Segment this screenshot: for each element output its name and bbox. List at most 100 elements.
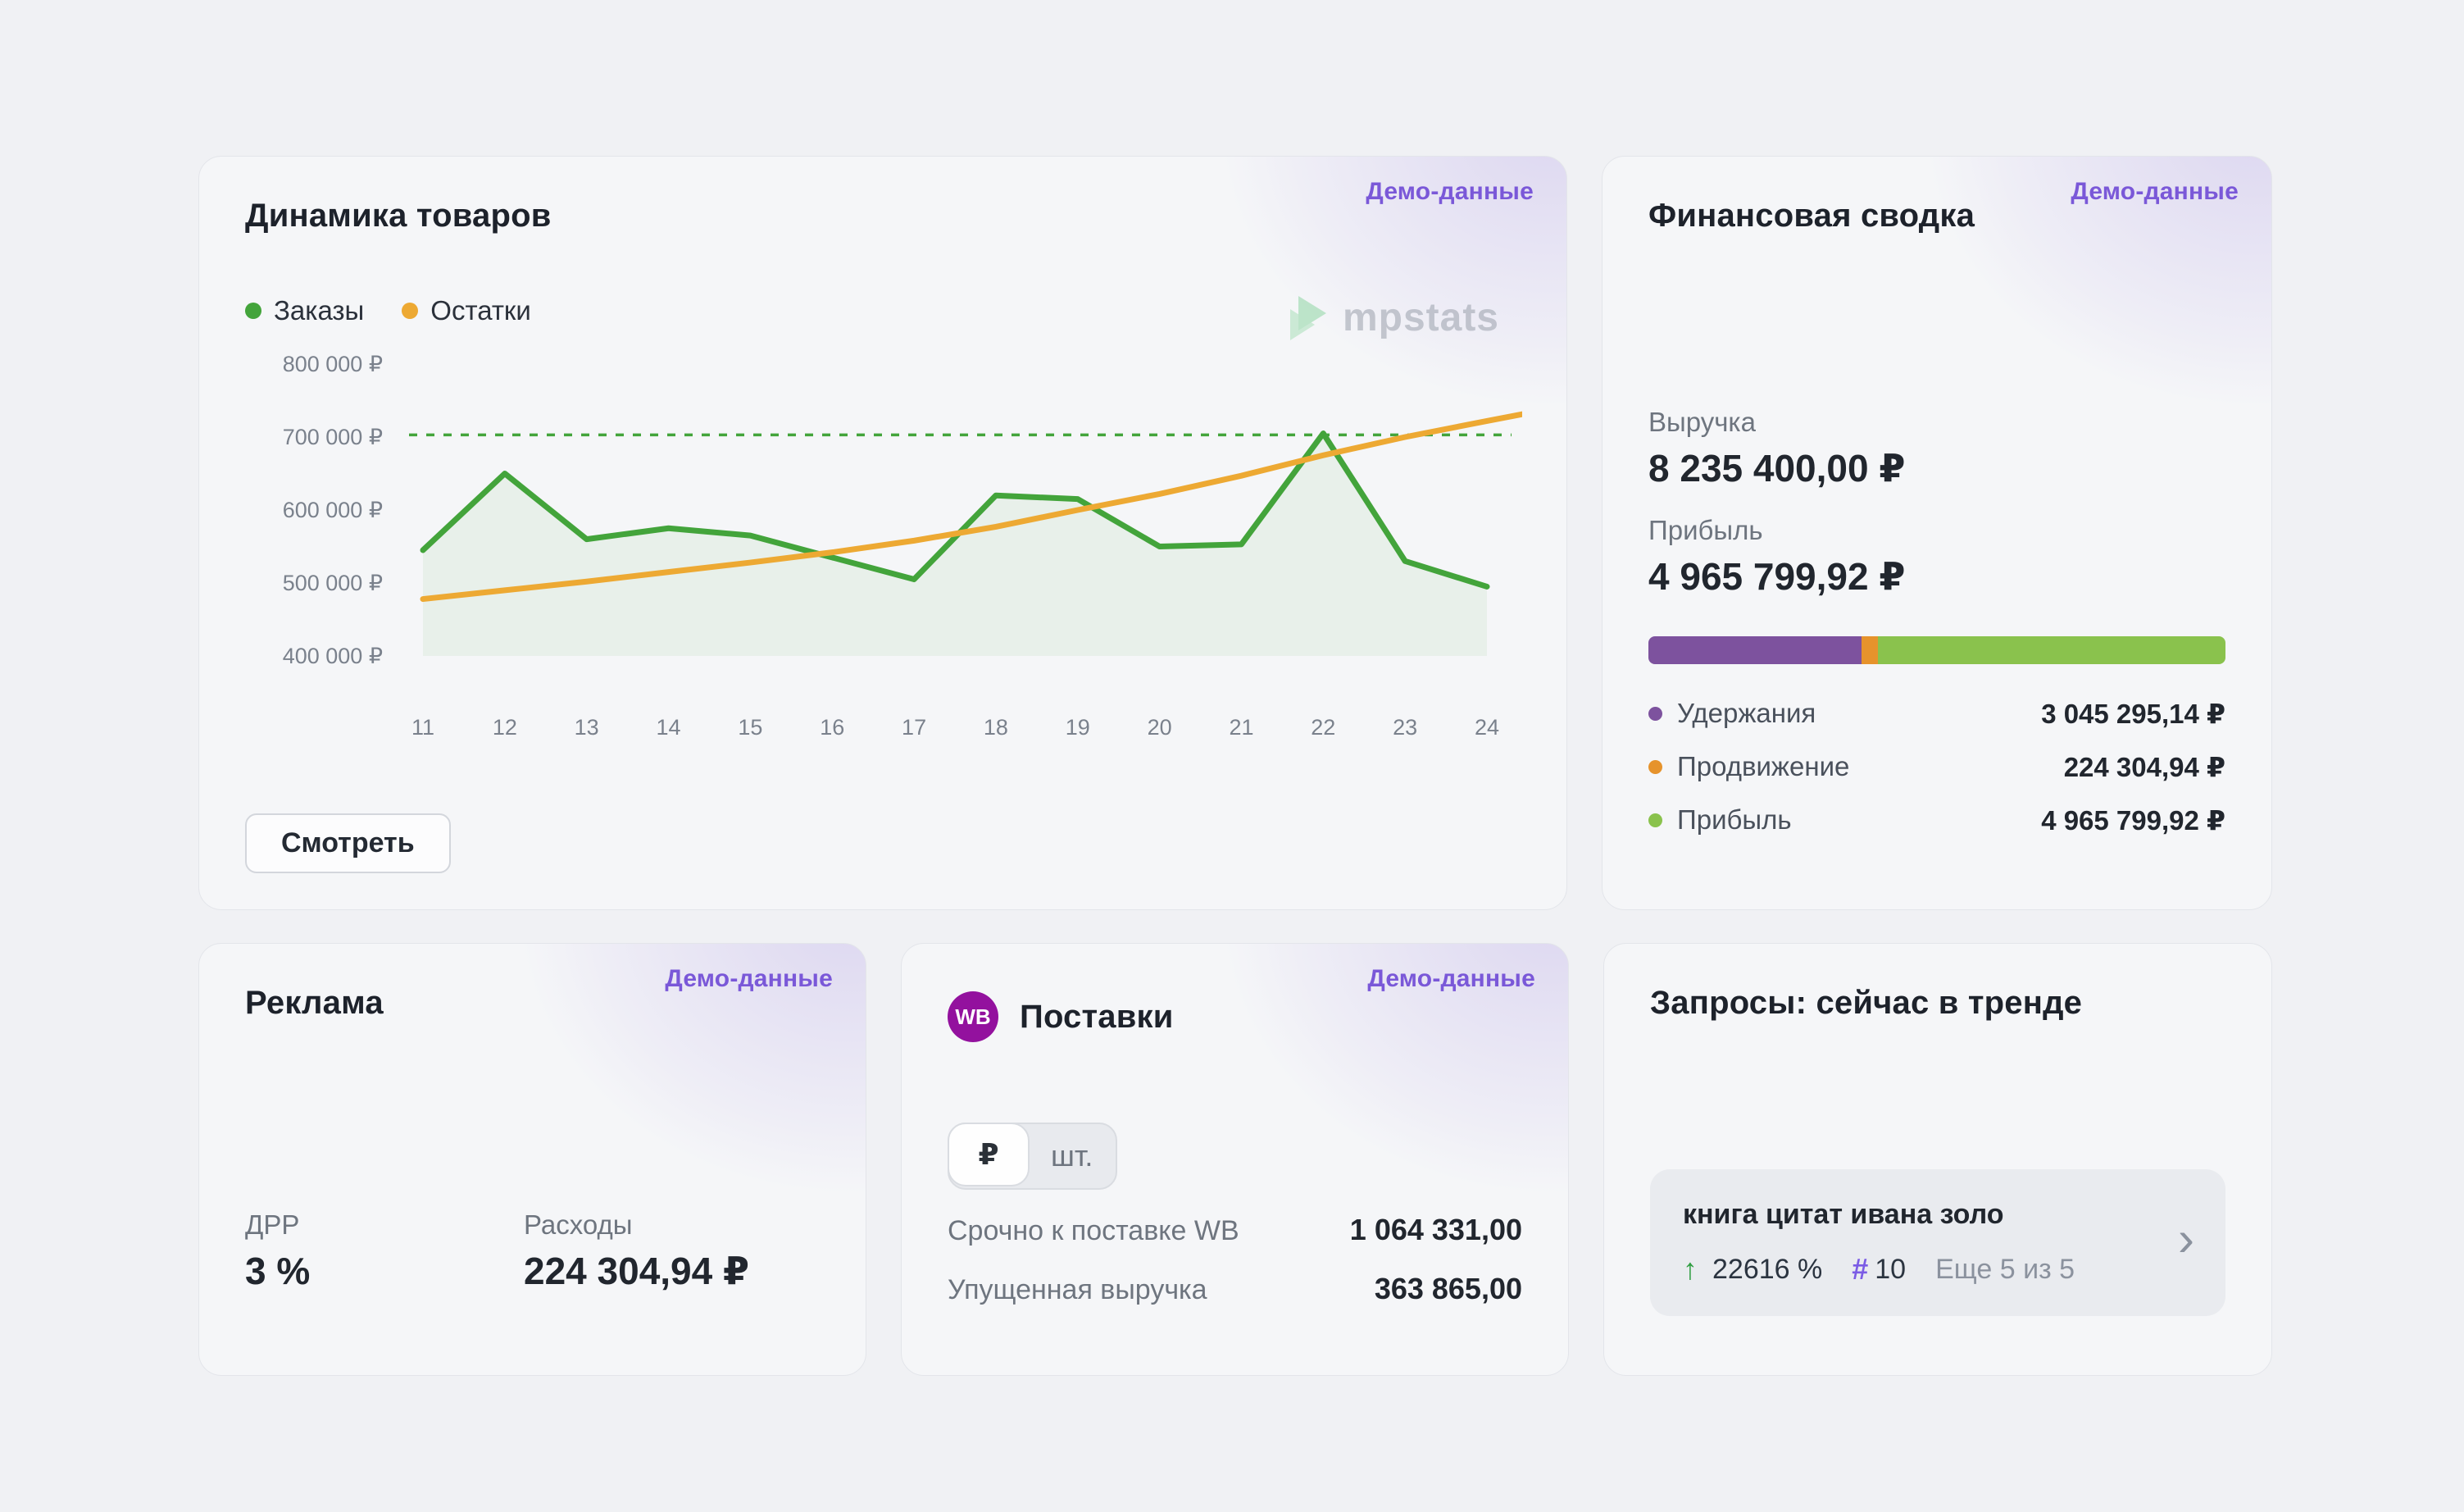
drr-label: ДРР bbox=[245, 1209, 300, 1240]
drr-metric: ДРР 3 % bbox=[245, 1209, 524, 1293]
svg-text:14: 14 bbox=[657, 715, 681, 740]
svg-text:400 000 ₽: 400 000 ₽ bbox=[283, 644, 383, 668]
svg-text:16: 16 bbox=[820, 715, 844, 740]
chevron-right-icon[interactable]: › bbox=[2178, 1210, 2194, 1266]
demo-data-badge: Демо-данные bbox=[665, 965, 833, 992]
trend-up-icon: ↑ bbox=[1683, 1252, 1698, 1286]
mpstats-logo-icon bbox=[1289, 296, 1326, 340]
finance-legend-label: Прибыль bbox=[1677, 804, 1792, 835]
queries-card-title: Запросы: сейчас в тренде bbox=[1650, 985, 2083, 1021]
legend-dot-icon bbox=[245, 303, 261, 319]
orders-stock-chart: 800 000 ₽ 700 000 ₽ 600 000 ₽ 500 000 ₽ 400 … bbox=[283, 352, 1543, 740]
demo-data-badge: Демо-данные bbox=[2071, 178, 2239, 205]
chart-legend: Заказы Остатки bbox=[245, 295, 1521, 326]
top-row: Демо-данные Динамика товаров Заказы Остат… bbox=[198, 156, 2272, 910]
legend-dot-icon bbox=[1648, 813, 1662, 827]
missed-value: 363 865,00 bbox=[1374, 1272, 1522, 1305]
svg-text:700 000 ₽: 700 000 ₽ bbox=[283, 425, 383, 449]
svg-text:11: 11 bbox=[411, 715, 434, 740]
queries-card: Запросы: сейчас в тренде книга цитат ива… bbox=[1603, 943, 2272, 1376]
svg-text:15: 15 bbox=[738, 715, 762, 740]
demo-data-badge: Демо-данные bbox=[1367, 965, 1535, 992]
finance-legend: Удержания 3 045 295,14 ₽ Продвижение 224 30… bbox=[1648, 697, 2225, 836]
toggle-pcs[interactable]: шт. bbox=[1051, 1139, 1093, 1173]
finance-legend-label: Удержания bbox=[1677, 698, 1816, 728]
mpstats-watermark: mpstats bbox=[1289, 294, 1499, 340]
dynamics-card-title: Динамика товаров bbox=[245, 198, 552, 234]
legend-item: Остатки bbox=[402, 295, 531, 326]
svg-text:19: 19 bbox=[1066, 715, 1090, 740]
query-text: книга цитат ивана золо bbox=[1683, 1199, 2004, 1230]
svg-text:500 000 ₽: 500 000 ₽ bbox=[283, 571, 383, 595]
query-stats: ↑ 22616 % # 10 Еще 5 из 5 bbox=[1683, 1252, 2135, 1287]
supply-row-urgent: Срочно к поставке WB 1 064 331,00 bbox=[948, 1213, 1522, 1247]
finance-legend-label: Продвижение bbox=[1677, 751, 1850, 781]
finance-stacked-bar bbox=[1648, 636, 2225, 664]
ads-card-title: Реклама bbox=[245, 985, 384, 1021]
svg-text:600 000 ₽: 600 000 ₽ bbox=[283, 498, 383, 522]
wb-badge: WB bbox=[948, 991, 998, 1042]
toggle-rub[interactable]: ₽ bbox=[948, 1123, 1030, 1186]
finance-legend-row: Продвижение 224 304,94 ₽ bbox=[1648, 750, 2225, 783]
urgent-value: 1 064 331,00 bbox=[1349, 1213, 1522, 1246]
svg-text:22: 22 bbox=[1311, 715, 1335, 740]
legend-dot-icon bbox=[1648, 706, 1662, 721]
legend-item: Заказы bbox=[245, 295, 364, 326]
legend-dot-icon bbox=[1648, 759, 1662, 774]
svg-text:23: 23 bbox=[1393, 715, 1417, 740]
finance-card-title: Финансовая сводка bbox=[1648, 198, 1975, 234]
revenue-metric: Выручка 8 235 400,00 ₽ bbox=[1648, 407, 2225, 490]
hash-icon: # bbox=[1852, 1252, 1869, 1286]
supply-header: WB Поставки bbox=[948, 991, 1522, 1042]
supply-card-title: Поставки bbox=[1020, 998, 1174, 1035]
rank-value: 10 bbox=[1875, 1253, 1907, 1285]
svg-text:20: 20 bbox=[1148, 715, 1172, 740]
svg-text:800 000 ₽: 800 000 ₽ bbox=[283, 352, 383, 376]
rank-group: # 10 bbox=[1852, 1252, 1906, 1287]
bar-segment bbox=[1877, 636, 2225, 664]
chart-area: 800 000 ₽ 700 000 ₽ 600 000 ₽ 500 000 ₽ 400 … bbox=[245, 338, 1543, 768]
ads-card: Демо-данные Реклама ДРР 3 % Расходы 224 … bbox=[198, 943, 866, 1376]
bottom-row: Демо-данные Реклама ДРР 3 % Расходы 224 … bbox=[198, 943, 2272, 1376]
finance-legend-value: 3 045 295,14 ₽ bbox=[2041, 698, 2225, 729]
costs-label: Расходы bbox=[524, 1209, 633, 1240]
finance-metrics: Выручка 8 235 400,00 ₽ Прибыль 4 965 799… bbox=[1648, 407, 2225, 599]
svg-text:13: 13 bbox=[575, 715, 599, 740]
costs-value: 224 304,94 ₽ bbox=[524, 1250, 750, 1292]
profit-metric: Прибыль 4 965 799,92 ₽ bbox=[1648, 515, 2225, 599]
finance-card: Демо-данные Финансовая сводка Выручка 8 … bbox=[1602, 156, 2272, 910]
supply-rows: Срочно к поставке WB 1 064 331,00 Упущен… bbox=[948, 1213, 1522, 1339]
svg-text:12: 12 bbox=[493, 715, 517, 740]
bar-segment bbox=[1648, 636, 1862, 664]
svg-text:17: 17 bbox=[902, 715, 926, 740]
dynamics-card: Демо-данные Динамика товаров Заказы Остат… bbox=[198, 156, 1567, 910]
legend-dot-icon bbox=[402, 303, 419, 319]
query-item[interactable]: книга цитат ивана золо ↑ 22616 % # 10 Ещ… bbox=[1650, 1169, 2225, 1316]
finance-legend-value: 4 965 799,92 ₽ bbox=[2041, 804, 2225, 836]
view-button[interactable]: Смотреть bbox=[245, 813, 451, 873]
urgent-label: Срочно к поставке WB bbox=[948, 1215, 1239, 1246]
demo-data-badge: Демо-данные bbox=[1366, 178, 1534, 205]
supply-card: Демо-данные WB Поставки ₽ шт. Срочно к п… bbox=[901, 943, 1569, 1376]
legend-label: Остатки bbox=[430, 295, 531, 326]
supply-row-missed: Упущенная выручка 363 865,00 bbox=[948, 1272, 1522, 1306]
bar-segment bbox=[1862, 636, 1878, 664]
legend-label: Заказы bbox=[274, 295, 365, 326]
finance-legend-row: Удержания 3 045 295,14 ₽ bbox=[1648, 697, 2225, 730]
finance-legend-row: Прибыль 4 965 799,92 ₽ bbox=[1648, 804, 2225, 836]
costs-metric: Расходы 224 304,94 ₽ bbox=[524, 1209, 820, 1293]
missed-label: Упущенная выручка bbox=[948, 1274, 1207, 1305]
svg-text:18: 18 bbox=[984, 715, 1008, 740]
growth-value: 22616 % bbox=[1712, 1253, 1823, 1285]
svg-text:21: 21 bbox=[1229, 715, 1253, 740]
revenue-label: Выручка bbox=[1648, 407, 1756, 437]
finance-legend-value: 224 304,94 ₽ bbox=[2063, 751, 2225, 782]
drr-value: 3 % bbox=[245, 1250, 311, 1292]
revenue-value: 8 235 400,00 ₽ bbox=[1648, 447, 1906, 490]
profit-label: Прибыль bbox=[1648, 515, 1763, 545]
more-queries-label: Еще 5 из 5 bbox=[1935, 1253, 2075, 1285]
svg-text:24: 24 bbox=[1475, 715, 1499, 740]
mpstats-watermark-text: mpstats bbox=[1342, 295, 1499, 339]
profit-value: 4 965 799,92 ₽ bbox=[1648, 555, 1906, 598]
